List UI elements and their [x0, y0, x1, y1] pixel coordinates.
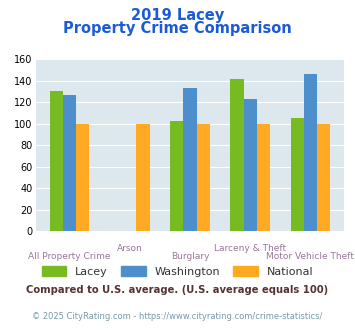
- Text: Burglary: Burglary: [171, 252, 209, 261]
- Bar: [170, 120, 183, 231]
- Bar: [230, 79, 244, 231]
- Text: 2019 Lacey: 2019 Lacey: [131, 8, 224, 23]
- Bar: [244, 99, 257, 231]
- Bar: [257, 124, 270, 231]
- Text: Motor Vehicle Theft: Motor Vehicle Theft: [267, 252, 354, 261]
- Bar: [183, 88, 197, 231]
- Legend: Lacey, Washington, National: Lacey, Washington, National: [37, 261, 318, 281]
- Text: Arson: Arson: [117, 244, 143, 253]
- Bar: [63, 95, 76, 231]
- Bar: [317, 124, 330, 231]
- Text: All Property Crime: All Property Crime: [28, 252, 111, 261]
- Text: Compared to U.S. average. (U.S. average equals 100): Compared to U.S. average. (U.S. average …: [26, 285, 329, 295]
- Bar: [197, 124, 210, 231]
- Text: Property Crime Comparison: Property Crime Comparison: [63, 21, 292, 36]
- Text: Larceny & Theft: Larceny & Theft: [214, 244, 286, 253]
- Text: © 2025 CityRating.com - https://www.cityrating.com/crime-statistics/: © 2025 CityRating.com - https://www.city…: [32, 312, 323, 321]
- Bar: [290, 118, 304, 231]
- Bar: [76, 124, 89, 231]
- Bar: [304, 74, 317, 231]
- Bar: [50, 90, 63, 231]
- Bar: [136, 124, 149, 231]
